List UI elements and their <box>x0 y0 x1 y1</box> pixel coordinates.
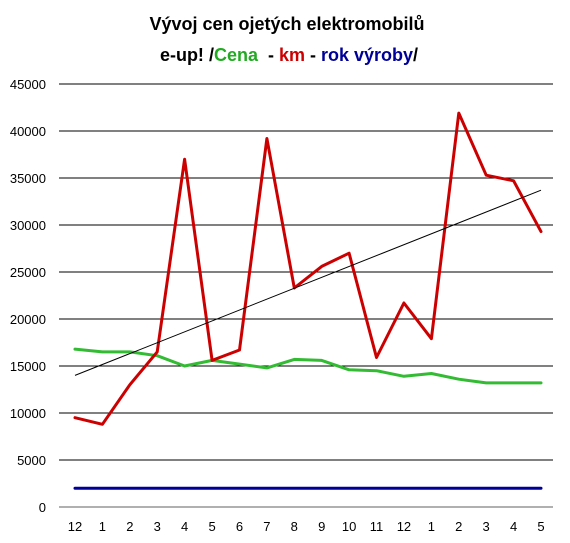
y-tick-label: 20000 <box>10 312 46 327</box>
subtitle-part: / <box>209 45 214 65</box>
x-axis-tick-labels: 12 1 2 3 4 5 6 7 8 9 10 11 12 1 2 3 4 5 <box>68 519 545 534</box>
chart-subtitle: e-up! /Cena - km - rok výroby/ <box>160 45 418 65</box>
trendline-layer <box>74 189 542 376</box>
y-tick-label: 30000 <box>10 218 46 233</box>
series-line-km <box>73 111 543 426</box>
y-tick-label: 35000 <box>10 171 46 186</box>
x-tick-label: 2 <box>455 519 462 534</box>
y-tick-label: 5000 <box>17 453 46 468</box>
x-tick-label: 1 <box>99 519 106 534</box>
x-tick-label: 10 <box>342 519 356 534</box>
chart-title: Vývoj cen ojetých elektromobilů <box>149 14 424 34</box>
subtitle-part: - <box>305 45 321 65</box>
trendline <box>74 189 542 376</box>
x-tick-label: 12 <box>68 519 82 534</box>
subtitle-part: - <box>258 45 279 65</box>
y-tick-label: 40000 <box>10 124 46 139</box>
x-tick-label: 12 <box>397 519 411 534</box>
x-tick-label: 9 <box>318 519 325 534</box>
subtitle-part: Cena <box>214 45 259 65</box>
x-tick-label: 4 <box>510 519 517 534</box>
subtitle-part: / <box>413 45 418 65</box>
x-tick-label: 1 <box>428 519 435 534</box>
x-tick-label: 5 <box>537 519 544 534</box>
subtitle-part: rok výroby <box>321 45 413 65</box>
subtitle-part: km <box>279 45 305 65</box>
x-tick-label: 3 <box>483 519 490 534</box>
x-tick-label: 7 <box>263 519 270 534</box>
y-tick-label: 0 <box>39 500 46 515</box>
x-tick-label: 5 <box>208 519 215 534</box>
series-lines <box>73 111 543 490</box>
x-tick-label: 11 <box>370 519 384 534</box>
x-tick-label: 8 <box>291 519 298 534</box>
y-tick-label: 45000 <box>10 77 46 92</box>
y-axis-tick-labels: 0 5000 10000 15000 20000 25000 30000 35000 40000… <box>10 77 46 515</box>
x-tick-label: 4 <box>181 519 188 534</box>
gridlines <box>59 83 553 508</box>
y-tick-label: 15000 <box>10 359 46 374</box>
x-tick-label: 3 <box>154 519 161 534</box>
subtitle-part: e-up! <box>160 45 209 65</box>
x-tick-label: 6 <box>236 519 243 534</box>
y-tick-label: 25000 <box>10 265 46 280</box>
x-tick-label: 2 <box>126 519 133 534</box>
y-tick-label: 10000 <box>10 406 46 421</box>
